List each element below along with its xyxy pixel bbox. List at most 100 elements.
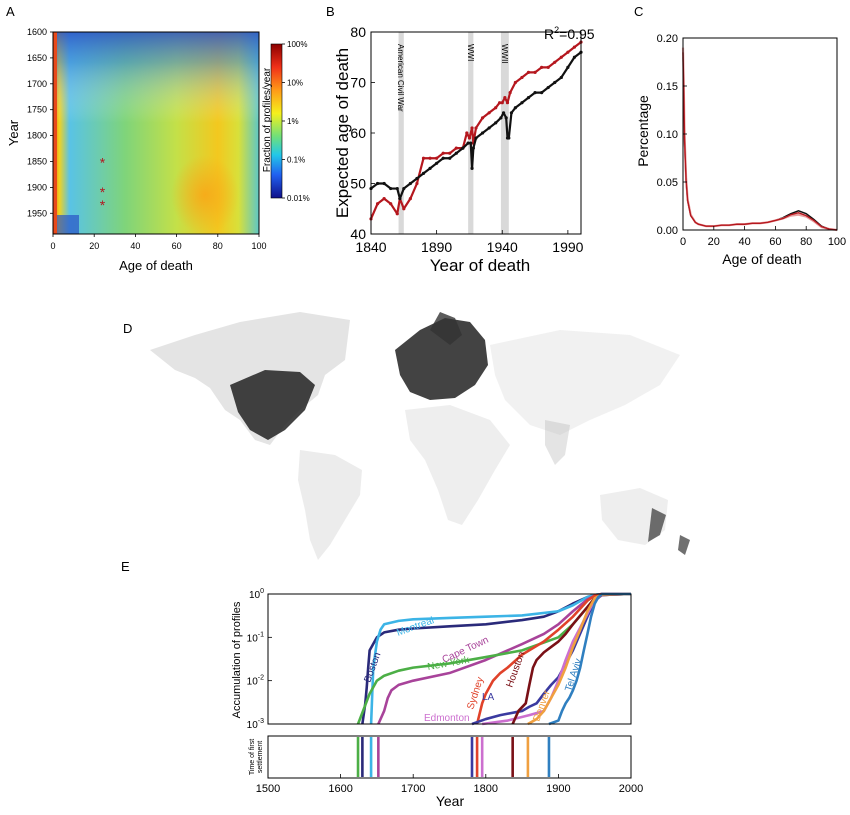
map-australia-east-coast bbox=[648, 508, 666, 542]
b-data-point bbox=[465, 131, 469, 135]
b-data-point bbox=[494, 121, 498, 125]
panel-e-settlement-lines bbox=[356, 737, 551, 777]
e-xtick-label: 2000 bbox=[619, 783, 643, 795]
b-data-point bbox=[470, 166, 474, 170]
b-data-point bbox=[375, 202, 380, 206]
e-ytick-exp: -3 bbox=[258, 718, 264, 725]
panel-b-war-bands: American Civil War WWI WWII bbox=[396, 32, 509, 234]
c-xtick-label: 80 bbox=[800, 236, 812, 248]
c-xtick-label: 100 bbox=[828, 236, 846, 248]
b-data-point bbox=[572, 45, 577, 49]
map-europe bbox=[395, 318, 488, 400]
c-series-line bbox=[682, 57, 838, 231]
a-ytick-label: 1950 bbox=[27, 208, 47, 218]
panel-c: C 0.00 0.05 0.10 0.15 0.20 0 20 40 60 80 100 Perc… bbox=[634, 4, 846, 267]
b-war-label: WWI bbox=[466, 44, 475, 61]
heatmap-recent-band bbox=[57, 215, 79, 234]
b-xtick-label: 1840 bbox=[355, 239, 386, 255]
panel-b-y-ticks: 40 50 60 70 80 bbox=[350, 24, 375, 242]
b-data-point bbox=[415, 181, 419, 186]
panel-c-letter: C bbox=[634, 4, 643, 19]
b-data-point bbox=[501, 111, 506, 115]
panel-b-r2-rest: =0.95 bbox=[559, 26, 595, 42]
b-data-point bbox=[480, 131, 485, 135]
c-ytick-label: 0.20 bbox=[657, 33, 678, 45]
b-data-point bbox=[395, 212, 399, 216]
a-xtick-label: 60 bbox=[172, 241, 182, 251]
a-colorbar-tick-label: 0.1% bbox=[287, 156, 305, 165]
c-xtick-label: 40 bbox=[738, 236, 750, 248]
b-data-point bbox=[566, 65, 570, 69]
b-data-point bbox=[533, 91, 537, 95]
b-data-point bbox=[505, 101, 510, 105]
panel-c-frame bbox=[682, 37, 838, 231]
b-data-point bbox=[508, 91, 512, 95]
b-xtick-label: 1890 bbox=[421, 239, 452, 255]
panel-e-settlement-frame bbox=[267, 735, 632, 779]
b-data-point bbox=[520, 75, 524, 80]
e-xtick-label: 1700 bbox=[401, 783, 425, 795]
b-xtick-label: 1940 bbox=[487, 239, 518, 255]
c-series-line bbox=[681, 47, 838, 232]
e-ytick-base: 10 bbox=[247, 633, 259, 644]
b-data-point bbox=[398, 197, 402, 201]
a-marker: * bbox=[100, 197, 106, 213]
c-xtick-label: 20 bbox=[708, 236, 720, 248]
panel-a-y-ticks: 1600 1650 1700 1750 1800 1850 1900 1950 bbox=[27, 27, 53, 218]
b-data-point bbox=[471, 146, 475, 150]
panel-a-heatmap bbox=[53, 32, 259, 235]
b-xtick-label: 1990 bbox=[552, 239, 583, 255]
b-data-point bbox=[504, 116, 508, 120]
e-ytick-base: 10 bbox=[247, 677, 259, 688]
map-new-zealand bbox=[678, 535, 690, 555]
panel-c-y-ticks: 0.00 0.05 0.10 0.15 0.20 bbox=[657, 33, 687, 237]
panel-a-letter: A bbox=[6, 4, 15, 19]
b-data-point bbox=[408, 181, 412, 186]
b-data-point bbox=[540, 65, 544, 69]
a-ytick-label: 1700 bbox=[27, 79, 47, 89]
b-ytick-label: 40 bbox=[350, 226, 366, 242]
b-data-point bbox=[546, 65, 550, 69]
e-ytick-label: 10-3 bbox=[247, 718, 264, 731]
b-data-point bbox=[428, 156, 432, 160]
b-data-point bbox=[375, 181, 380, 186]
b-data-point bbox=[509, 111, 514, 115]
e-series-label: New York bbox=[427, 655, 471, 673]
c-ytick-label: 0.05 bbox=[657, 177, 678, 189]
b-data-point bbox=[435, 161, 439, 165]
c-ytick-label: 0.10 bbox=[657, 129, 678, 141]
panel-a-xlabel: Age of death bbox=[119, 258, 193, 273]
a-marker: * bbox=[100, 184, 106, 200]
panel-d: D bbox=[123, 312, 690, 560]
a-ytick-label: 1850 bbox=[27, 156, 47, 166]
panel-e-frame bbox=[267, 593, 632, 725]
e-series-label: LA bbox=[482, 692, 495, 703]
e-xtick-label: 1800 bbox=[474, 783, 498, 795]
b-data-point bbox=[572, 55, 577, 59]
b-data-point bbox=[382, 197, 386, 201]
panel-e-lower-ylabel-1: Time of first bbox=[249, 739, 256, 775]
panel-b-letter: B bbox=[326, 4, 335, 19]
panel-b-x-ticks: 1840 1890 1940 1990 bbox=[355, 230, 584, 255]
e-ytick-label: 10-2 bbox=[247, 675, 264, 688]
map-us-east-density bbox=[230, 370, 315, 440]
b-data-point bbox=[507, 136, 511, 140]
a-colorbar-tick-label: 1% bbox=[287, 117, 299, 126]
b-data-point bbox=[402, 186, 406, 191]
panel-c-x-ticks: 0 20 40 60 80 100 bbox=[680, 226, 846, 248]
heatmap-infant-band bbox=[53, 32, 57, 234]
panel-b-series bbox=[369, 40, 583, 221]
b-data-point bbox=[553, 60, 557, 64]
b-data-point bbox=[546, 85, 550, 90]
b-data-point bbox=[480, 116, 485, 120]
panel-a-x-ticks: 0 20 40 60 80 100 bbox=[50, 234, 267, 251]
b-data-point bbox=[415, 176, 419, 181]
b-data-point bbox=[469, 141, 473, 145]
b-data-point bbox=[454, 146, 458, 150]
map-scandinavia bbox=[430, 312, 462, 345]
